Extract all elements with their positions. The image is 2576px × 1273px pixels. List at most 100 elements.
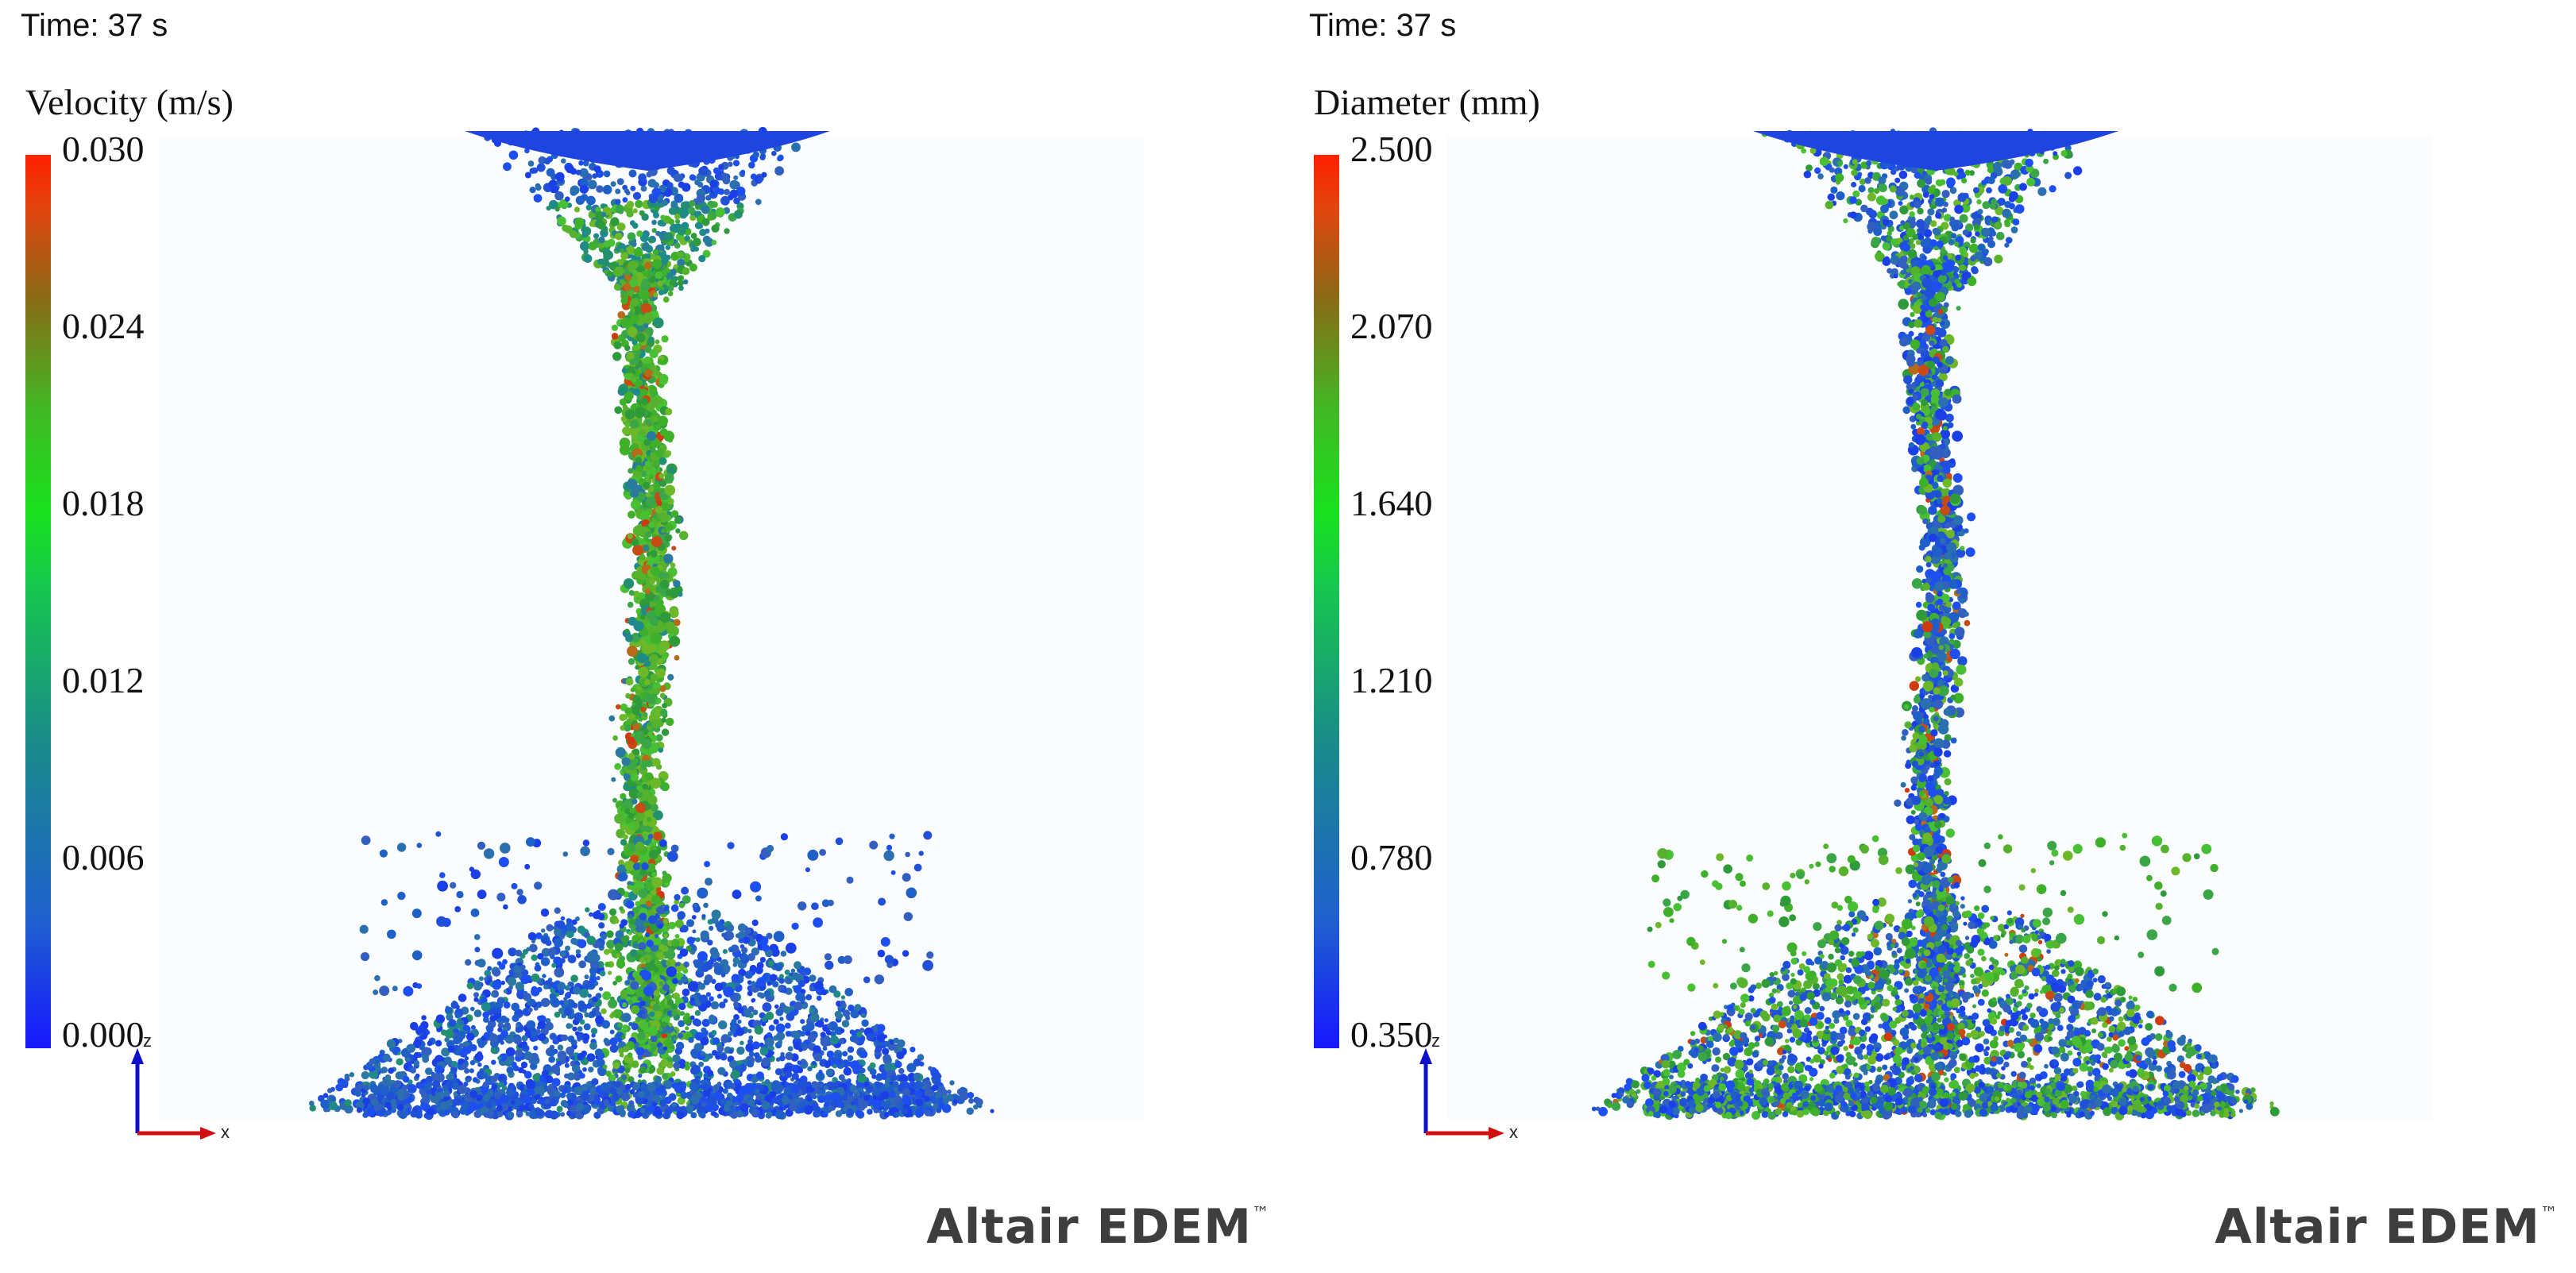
particle [453, 1036, 462, 1045]
particle [645, 253, 651, 259]
particle [668, 1048, 673, 1053]
particle [545, 1075, 554, 1084]
particle [828, 1021, 838, 1031]
particle [716, 924, 725, 932]
particle [597, 220, 606, 230]
particle [762, 1002, 772, 1013]
particle [628, 752, 635, 761]
particle [698, 1061, 704, 1067]
particle [685, 1061, 690, 1067]
particle [669, 608, 679, 619]
particle [584, 1012, 589, 1018]
particle [593, 233, 599, 239]
particle [644, 461, 651, 467]
particle [777, 1040, 783, 1045]
particle [581, 1033, 590, 1041]
particle [700, 1036, 709, 1046]
particle [615, 746, 626, 758]
particle [651, 935, 662, 946]
particle [630, 185, 636, 191]
particle [450, 1001, 458, 1009]
particle [547, 978, 553, 982]
particle [463, 1042, 469, 1047]
particle [689, 200, 696, 207]
particle [757, 177, 763, 183]
particle [444, 1037, 450, 1043]
particle [458, 1043, 464, 1048]
particle [658, 1027, 663, 1032]
particle [751, 981, 756, 986]
particle [859, 1028, 865, 1033]
particle [615, 188, 621, 195]
particle [633, 918, 643, 927]
particle [572, 1002, 578, 1009]
particle [785, 1031, 792, 1037]
particle [598, 986, 604, 991]
particle [825, 1060, 832, 1067]
particle [651, 877, 662, 888]
particle [551, 962, 557, 968]
particle [650, 566, 660, 577]
particle [598, 922, 605, 929]
particle [406, 1043, 415, 1053]
particle [674, 193, 684, 203]
particle [567, 955, 577, 963]
particle [574, 222, 582, 230]
particle [609, 1037, 618, 1046]
particle [638, 942, 647, 951]
particle [647, 273, 652, 279]
particle [490, 1075, 498, 1082]
particle [649, 349, 658, 358]
particle [628, 658, 635, 665]
particle [869, 1062, 876, 1069]
particle [639, 554, 646, 561]
particle [473, 1009, 482, 1017]
particle [598, 236, 605, 244]
particle [464, 1067, 470, 1074]
particle [624, 391, 634, 401]
particle [733, 197, 740, 205]
particle [631, 1060, 639, 1068]
particle [582, 160, 589, 167]
particle [617, 1022, 623, 1028]
particle [646, 939, 654, 947]
particle [640, 366, 647, 372]
particle [635, 665, 640, 670]
particle [653, 461, 658, 466]
particle [748, 1035, 754, 1040]
particle [415, 1028, 423, 1035]
particle [849, 1029, 855, 1035]
particle [663, 933, 668, 938]
particle [765, 1011, 774, 1020]
particle [620, 919, 628, 926]
particle [785, 1070, 793, 1078]
particle [626, 210, 634, 218]
particle [583, 254, 593, 263]
particle [466, 982, 474, 989]
particle [575, 169, 581, 176]
particle [717, 1067, 726, 1075]
particle [659, 685, 666, 692]
particle [541, 928, 546, 933]
particle [860, 1067, 866, 1074]
particle [538, 1032, 546, 1042]
particle [722, 949, 728, 955]
particle [869, 1068, 877, 1076]
particle [689, 174, 696, 181]
particle [630, 314, 639, 324]
particle [913, 1072, 921, 1081]
particle [511, 1002, 519, 1012]
particle [614, 813, 624, 824]
particle [702, 249, 711, 258]
particle [675, 966, 682, 972]
particle [682, 1016, 688, 1021]
particle [636, 333, 646, 343]
particle [682, 988, 690, 997]
particle [703, 1073, 709, 1078]
particle [654, 595, 660, 601]
particle [487, 966, 492, 971]
particle [506, 1066, 514, 1074]
particle [639, 388, 648, 397]
particle [529, 943, 538, 953]
particle [559, 958, 566, 964]
